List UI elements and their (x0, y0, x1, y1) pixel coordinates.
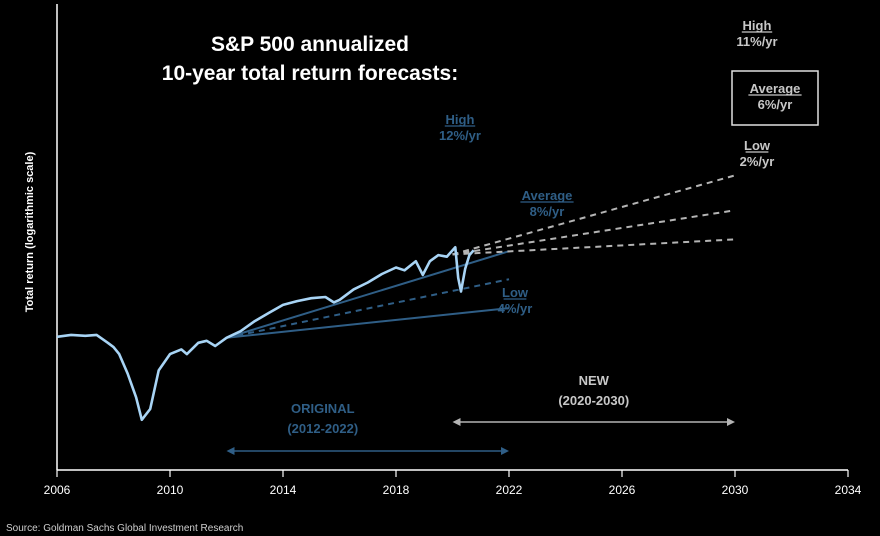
forecast-lines (226, 174, 736, 339)
x-tick-label: 2006 (44, 483, 71, 497)
forecast-line-new-low (452, 238, 736, 256)
forecast-label-original-average: Average (522, 188, 573, 203)
forecast-rate-original-average: 8%/yr (530, 204, 565, 219)
period-arrowhead-left (226, 447, 235, 455)
forecast-rate-new-low: 2%/yr (740, 154, 775, 169)
forecast-line-original-low (226, 307, 510, 339)
forecast-label-new-low: Low (744, 138, 771, 153)
history-series-line (56, 246, 475, 422)
period-arrows: ORIGINAL (2012-2022) NEW (2020-2030) (226, 373, 735, 455)
period-arrowhead-left (452, 418, 461, 426)
source-note: Source: Goldman Sachs Global Investment … (6, 523, 243, 534)
period-arrowhead-right (727, 418, 735, 426)
new-average-highlight-box (731, 70, 819, 126)
forecast-line-new-high (452, 174, 736, 256)
forecast-rate-original-high: 12%/yr (439, 128, 481, 143)
x-tick-label: 2014 (270, 483, 297, 497)
forecast-rate-new-high: 11%/yr (736, 34, 777, 49)
forecast-line-original-high (226, 250, 510, 339)
x-axis-ticks: 2006 2010 2014 2018 2022 2026 2030 2034 (44, 470, 862, 497)
forecast-label-new-average: Average (750, 81, 801, 96)
forecast-label-original-high: High (446, 112, 475, 127)
x-tick-label: 2018 (383, 483, 410, 497)
x-tick-label: 2030 (722, 483, 749, 497)
y-axis-label: Total return (logarithmic scale) (24, 151, 36, 312)
period-arrowhead-right (501, 447, 509, 455)
x-tick-label: 2010 (157, 483, 184, 497)
x-tick-label: 2026 (609, 483, 636, 497)
forecast-rate-new-average: 6%/yr (758, 97, 793, 112)
forecast-label-new-high: High (743, 18, 772, 33)
period-range-original: (2012-2022) (287, 421, 358, 436)
chart-title-line-1: S&P 500 annualized (211, 33, 409, 56)
period-name-new: NEW (579, 373, 610, 388)
forecast-line-new-average (452, 209, 736, 256)
x-tick-label: 2034 (835, 483, 862, 497)
period-name-original: ORIGINAL (291, 401, 355, 416)
forecast-labels: High12%/yrAverage8%/yrLow4%/yrHigh11%/yr… (439, 18, 802, 316)
forecast-line-original-average (226, 278, 510, 339)
x-tick-label: 2022 (496, 483, 523, 497)
chart-title-line-2: 10-year total return forecasts: (162, 62, 458, 85)
forecast-label-original-low: Low (502, 285, 529, 300)
forecast-rate-original-low: 4%/yr (498, 301, 533, 316)
period-range-new: (2020-2030) (558, 393, 629, 408)
